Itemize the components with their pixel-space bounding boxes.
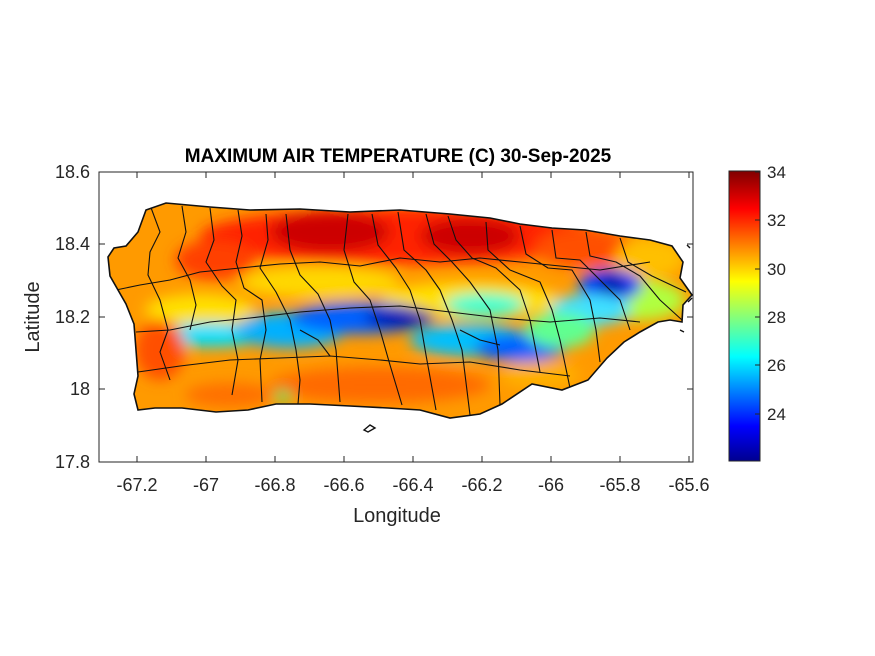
y-tick-label: 18.6 (55, 162, 90, 182)
temperature-field (108, 203, 692, 418)
colorbar-tick-label: 26 (767, 356, 786, 375)
y-tick-label: 18.2 (55, 307, 90, 327)
x-tick-label: -65.6 (668, 475, 709, 495)
x-tick-label: -67.2 (116, 475, 157, 495)
colorbar-tick-label: 28 (767, 308, 786, 327)
chart-title: MAXIMUM AIR TEMPERATURE (C) 30-Sep-2025 (185, 146, 612, 167)
colorbar-tick-label: 32 (767, 211, 786, 230)
islets (362, 244, 693, 433)
x-tick-label: -66.6 (323, 475, 364, 495)
colorbar-tick-label: 30 (767, 260, 786, 279)
x-tick-label: -66.8 (254, 475, 295, 495)
x-tick-label: -67 (193, 475, 219, 495)
x-tick-label: -66 (538, 475, 564, 495)
y-axis-label: Latitude (22, 281, 44, 352)
y-tick-label: 18.4 (55, 234, 90, 254)
colorbar: 34 32 30 28 26 24 (728, 163, 786, 462)
x-tick-label: -66.4 (392, 475, 433, 495)
x-tick-label: -66.2 (461, 475, 502, 495)
x-axis: -67.2 -67 -66.8 -66.6 -66.4 -66.2 -66 -6… (116, 172, 710, 527)
colorbar-tick-label: 34 (767, 163, 786, 182)
y-tick-label: 18 (70, 379, 90, 399)
colorbar-tick-label: 24 (767, 405, 786, 424)
x-tick-label: -65.8 (599, 475, 640, 495)
y-axis: 18.6 18.4 18.2 18 17.8 Latitude (22, 162, 693, 472)
municipality-boundaries (115, 204, 687, 416)
colorbar-gradient (728, 170, 761, 462)
x-axis-label: Longitude (353, 505, 441, 527)
y-tick-label: 17.8 (55, 452, 90, 472)
